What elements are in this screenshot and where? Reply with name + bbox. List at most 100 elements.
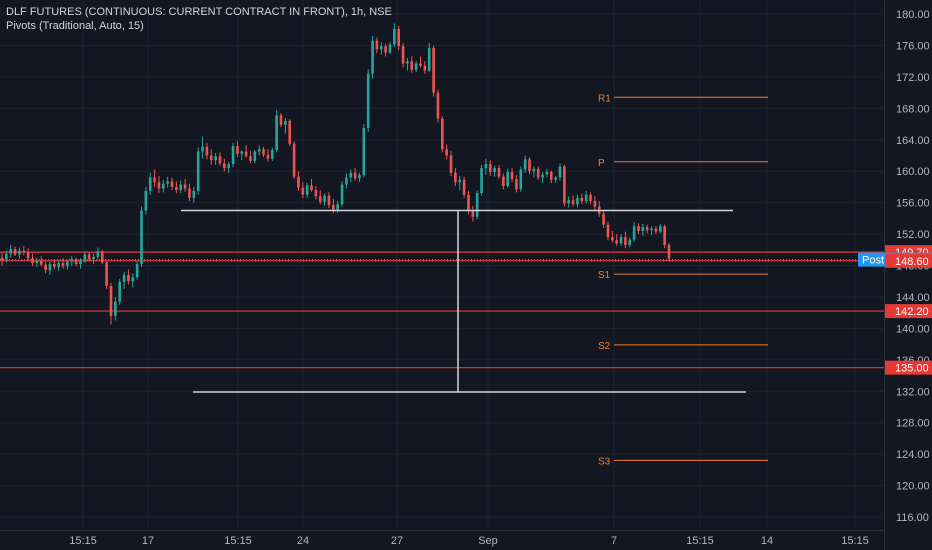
candle-body[interactable] [153,177,156,183]
candle-body[interactable] [611,237,614,241]
candle-body[interactable] [410,61,414,70]
candle-body[interactable] [454,172,457,183]
candle-body[interactable] [637,226,640,231]
candle-body[interactable] [488,164,492,172]
candle-body[interactable] [558,166,562,178]
candle-body[interactable] [602,213,605,225]
candle-body[interactable] [379,46,383,50]
candle-body[interactable] [66,261,69,267]
candle-body[interactable] [253,151,257,161]
candle-body[interactable] [432,47,435,93]
candle-body[interactable] [166,181,169,184]
candle-body[interactable] [563,166,566,204]
candle-body[interactable] [353,172,357,179]
candle-body[interactable] [118,282,122,302]
candles[interactable] [0,23,671,325]
candle-body[interactable] [31,258,34,264]
candle-body[interactable] [567,200,571,204]
candle-body[interactable] [584,194,588,202]
candle-body[interactable] [445,149,448,156]
candle-body[interactable] [332,204,335,211]
candle-body[interactable] [393,28,396,45]
candle-body[interactable] [314,190,318,197]
candle-body[interactable] [127,274,130,282]
candle-body[interactable] [502,176,505,187]
candle-body[interactable] [541,174,544,178]
candle-body[interactable] [427,47,431,71]
candle-body[interactable] [170,181,174,187]
candle-body[interactable] [532,168,536,172]
candle-body[interactable] [192,190,196,198]
candle-body[interactable] [658,226,662,232]
candle-body[interactable] [663,226,666,246]
candle-body[interactable] [397,28,401,47]
candle-body[interactable] [606,224,610,238]
candle-body[interactable] [419,63,422,66]
candle-body[interactable] [318,196,322,202]
candle-body[interactable] [140,210,143,264]
candle-body[interactable] [650,228,653,231]
symbol-title[interactable]: DLF FUTURES (CONTINUOUS: CURRENT CONTRAC… [6,6,392,18]
candle-body[interactable] [523,159,527,170]
candle-body[interactable] [336,204,339,211]
candle-body[interactable] [576,197,579,205]
candle-body[interactable] [57,263,60,268]
candle-body[interactable] [157,182,161,189]
candle-body[interactable] [13,248,17,255]
candle-body[interactable] [35,260,39,264]
candle-body[interactable] [440,118,444,150]
candle-body[interactable] [205,146,209,156]
candle-body[interactable] [340,184,344,205]
candle-body[interactable] [641,226,645,231]
candle-body[interactable] [144,190,148,211]
candle-body[interactable] [589,194,592,202]
candle-body[interactable] [39,260,43,265]
candle-body[interactable] [48,263,52,271]
candle-body[interactable] [83,254,87,261]
candle-body[interactable] [615,240,618,244]
candle-body[interactable] [249,156,252,161]
candle-body[interactable] [135,263,139,278]
candle-body[interactable] [545,171,549,175]
candle-body[interactable] [624,237,627,246]
candle-body[interactable] [175,186,178,191]
candle-body[interactable] [536,168,540,178]
candle-body[interactable] [201,146,204,152]
candle-body[interactable] [310,185,313,191]
candle-body[interactable] [323,195,326,202]
candle-body[interactable] [161,183,165,189]
candle-body[interactable] [5,253,8,260]
candle-body[interactable] [571,200,575,205]
candle-body[interactable] [279,115,283,125]
candle-body[interactable] [371,40,374,74]
candle-body[interactable] [414,63,418,70]
candle-body[interactable] [305,185,309,195]
candle-body[interactable] [406,61,409,64]
candle-body[interactable] [471,210,475,217]
candle-body[interactable] [593,201,597,207]
candle-body[interactable] [388,44,392,53]
indicator-title[interactable]: Pivots (Traditional, Auto, 15) [6,20,144,32]
candle-body[interactable] [257,149,261,152]
candle-body[interactable] [148,177,152,191]
candle-body[interactable] [218,156,222,164]
candle-body[interactable] [528,159,531,172]
measure-drawing[interactable] [181,209,746,393]
candle-body[interactable] [236,146,239,154]
candle-body[interactable] [484,164,488,169]
candle-body[interactable] [401,46,405,64]
candle-body[interactable] [22,250,26,253]
candle-body[interactable] [270,149,274,159]
candle-body[interactable] [362,127,366,176]
candle-body[interactable] [436,92,440,119]
candle-body[interactable] [105,262,108,286]
candle-body[interactable] [231,146,235,165]
candle-body[interactable] [26,252,30,259]
candle-body[interactable] [275,115,278,150]
candle-body[interactable] [515,179,518,190]
candle-body[interactable] [458,179,462,183]
candle-body[interactable] [9,248,13,254]
candle-body[interactable] [510,171,514,180]
candle-body[interactable] [292,143,296,177]
candle-body[interactable] [74,259,78,264]
